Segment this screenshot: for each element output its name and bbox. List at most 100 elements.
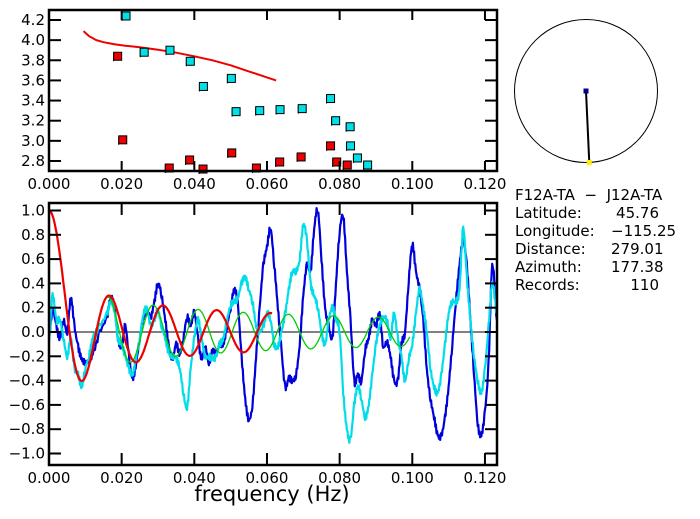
data-point xyxy=(139,47,149,57)
info-row-azimuth: Azimuth: 177.38 xyxy=(515,258,664,276)
dispersion-panel: 0.000 0.020 0.040 0.060 0.080 0.100 0.120 2.8 3.… xyxy=(21,8,506,193)
data-point xyxy=(185,155,195,165)
remote-station-marker xyxy=(586,159,592,165)
phase-velocity-points-point xyxy=(296,152,306,162)
data-point xyxy=(326,94,336,104)
data-point xyxy=(275,157,285,167)
x-tick-label: 0.060 xyxy=(246,175,289,193)
y-tick-label: 0.2 xyxy=(21,299,45,317)
group-velocity-points-point xyxy=(121,11,131,21)
data-point xyxy=(165,45,175,55)
x-tick-label: 0.020 xyxy=(100,175,143,193)
great-circle-outline xyxy=(514,19,658,163)
data-point xyxy=(326,141,336,151)
info-value: 279.01 xyxy=(611,240,664,258)
data-point xyxy=(363,160,373,170)
station-pair-title: F12A-TA − J12A-TA xyxy=(515,186,663,204)
coherency-marks xyxy=(49,207,497,444)
group-velocity-points-point xyxy=(185,56,195,67)
x-tick-label: 0.000 xyxy=(28,175,71,193)
x-tick-label: 0.120 xyxy=(463,469,506,487)
data-point xyxy=(352,153,362,163)
data-point xyxy=(342,160,352,170)
y-tick-label: 3.0 xyxy=(21,132,45,150)
group-velocity-points-point xyxy=(198,81,208,92)
station-info-panel: F12A-TA − J12A-TA Latitude: 45.76 Longit… xyxy=(515,186,677,294)
data-point xyxy=(255,106,265,116)
plot-frame xyxy=(47,8,499,173)
center-station-marker xyxy=(583,88,589,94)
info-label: Longitude: xyxy=(515,222,595,240)
x-tick-label: 0.020 xyxy=(100,469,143,487)
data-point xyxy=(226,73,236,83)
plot-area xyxy=(49,207,497,444)
dispersion-axes: 0.000 0.020 0.040 0.060 0.080 0.100 0.120 2.8 3.… xyxy=(21,8,506,193)
y-tick-label: 0.0 xyxy=(21,323,45,341)
coherency-panel: 0.000 0.020 0.040 0.060 0.080 0.100 0.120 1.0 0.… xyxy=(9,202,507,507)
data-point xyxy=(297,104,307,114)
group-velocity-points-point xyxy=(346,141,356,151)
data-point xyxy=(118,135,128,145)
y-tick-label: 3.4 xyxy=(21,92,45,110)
model-curve xyxy=(82,30,277,82)
info-row-distance: Distance: 279.01 xyxy=(515,240,664,258)
y-tick-label: 0.8 xyxy=(21,226,45,244)
info-row-latitude: Latitude: 45.76 xyxy=(515,204,662,222)
info-row-longitude: Longitude: −115.25 xyxy=(515,222,677,240)
info-label: Latitude: xyxy=(515,204,582,222)
data-point xyxy=(113,51,123,61)
group-velocity-points-point xyxy=(297,104,307,114)
y-tick-label: 3.2 xyxy=(21,112,45,130)
y-tick-label: −0.8 xyxy=(9,420,45,438)
data-point xyxy=(331,116,341,126)
info-value: 110 xyxy=(630,276,659,294)
coherency-real-line xyxy=(49,207,497,441)
data-point xyxy=(198,164,208,174)
station-path-line xyxy=(585,90,591,163)
group-velocity-points-point xyxy=(231,107,241,117)
y-tick-label: 2.8 xyxy=(21,152,45,170)
x-tick-label: 0.080 xyxy=(318,469,361,487)
info-value: −115.25 xyxy=(611,222,677,240)
info-value: 45.76 xyxy=(616,204,659,222)
y-tick-label: −0.4 xyxy=(9,372,45,390)
y-tick-label: 0.6 xyxy=(21,250,45,268)
phase-velocity-points-point xyxy=(198,164,208,175)
phase-velocity-points-point xyxy=(275,157,285,167)
info-label: Azimuth: xyxy=(515,258,582,276)
coherency-imag-or-alt-line xyxy=(49,222,497,444)
data-point xyxy=(185,56,195,66)
x-tick-label: 0.040 xyxy=(173,469,216,487)
phase-velocity-points-point xyxy=(342,160,352,171)
plot-frame xyxy=(47,201,499,467)
info-row-records: Records: 110 xyxy=(515,276,662,294)
data-point xyxy=(346,141,356,151)
y-tick-label: −0.2 xyxy=(9,347,45,365)
data-point xyxy=(332,157,342,167)
y-tick-label: 1.0 xyxy=(21,202,45,220)
x-tick-label: 0.080 xyxy=(318,175,361,193)
y-tick-label: −1.0 xyxy=(9,445,45,463)
data-point xyxy=(275,105,285,115)
phase-velocity-points-point xyxy=(227,148,237,158)
data-point xyxy=(296,152,306,162)
data-point xyxy=(198,81,208,91)
data-point xyxy=(121,11,131,21)
x-tick-label: 0.100 xyxy=(391,469,434,487)
x-tick-label: 0.040 xyxy=(173,175,216,193)
data-point xyxy=(231,107,241,117)
y-tick-label: −0.6 xyxy=(9,396,45,414)
phase-velocity-points-point xyxy=(118,135,128,145)
coherency-axes: 0.000 0.020 0.040 0.060 0.080 0.100 0.120 1.0 0.… xyxy=(9,202,507,488)
y-tick-label: 4.2 xyxy=(21,11,45,29)
station-map xyxy=(514,19,658,165)
group-velocity-points-point xyxy=(275,105,285,115)
dispersion-marks xyxy=(82,11,373,175)
group-velocity-points-point xyxy=(226,73,236,84)
group-velocity-points-point xyxy=(331,116,341,126)
data-point xyxy=(227,148,237,158)
group-velocity-points-point xyxy=(165,45,175,56)
y-tick-label: 3.8 xyxy=(21,51,45,69)
group-velocity-points-point xyxy=(255,106,265,116)
